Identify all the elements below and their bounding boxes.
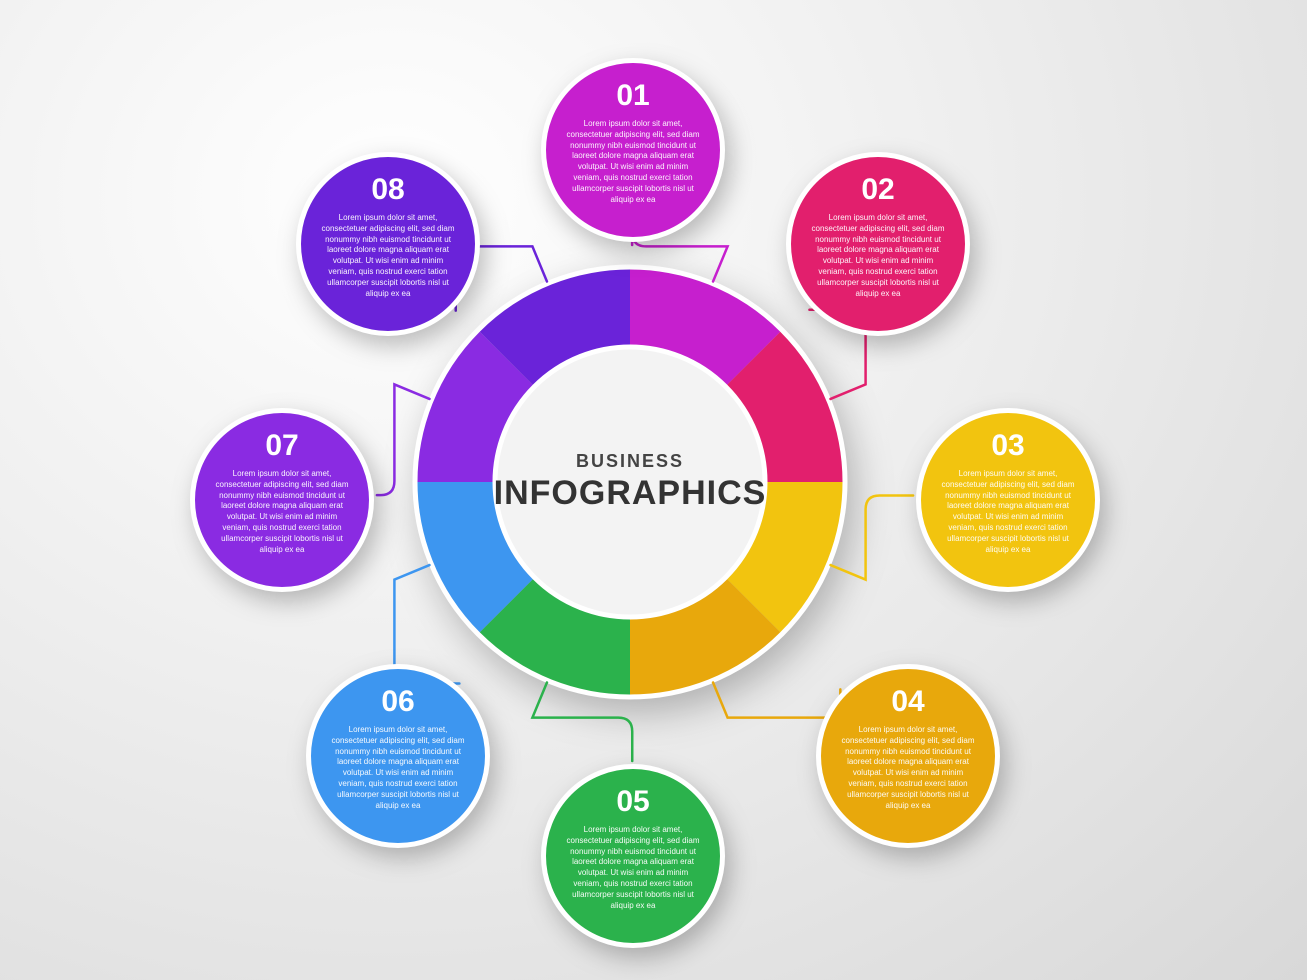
step-number: 06 [381, 687, 414, 717]
step-bubble-02: 02 Lorem ipsum dolor sit amet, consectetu… [786, 152, 970, 336]
step-body-text: Lorem ipsum dolor sit amet, consectetuer… [301, 213, 475, 299]
infographic-stage: { "canvas": { "width": 1307, "height": 9… [0, 0, 1307, 980]
step-body-text: Lorem ipsum dolor sit amet, consectetuer… [546, 119, 720, 205]
step-body-text: Lorem ipsum dolor sit amet, consectetuer… [821, 725, 995, 811]
step-bubble-04: 04 Lorem ipsum dolor sit amet, consectetu… [816, 664, 1000, 848]
center-title: BUSINESS INFOGRAPHICS [494, 451, 767, 513]
step-bubble-06: 06 Lorem ipsum dolor sit amet, consectetu… [306, 664, 490, 848]
step-body-text: Lorem ipsum dolor sit amet, consectetuer… [791, 213, 965, 299]
step-body-text: Lorem ipsum dolor sit amet, consectetuer… [195, 469, 369, 555]
step-bubble-08: 08 Lorem ipsum dolor sit amet, consectetu… [296, 152, 480, 336]
step-number: 05 [616, 787, 649, 817]
step-body-text: Lorem ipsum dolor sit amet, consectetuer… [546, 825, 720, 911]
step-number: 03 [991, 431, 1024, 461]
step-bubble-01: 01 Lorem ipsum dolor sit amet, consectetu… [541, 58, 725, 242]
step-number: 07 [265, 431, 298, 461]
step-body-text: Lorem ipsum dolor sit amet, consectetuer… [921, 469, 1095, 555]
step-bubble-07: 07 Lorem ipsum dolor sit amet, consectetu… [190, 408, 374, 592]
center-title-big: INFOGRAPHICS [494, 474, 767, 513]
step-number: 04 [891, 687, 924, 717]
center-title-small: BUSINESS [494, 451, 767, 472]
step-body-text: Lorem ipsum dolor sit amet, consectetuer… [311, 725, 485, 811]
step-number: 01 [616, 81, 649, 111]
step-bubble-05: 05 Lorem ipsum dolor sit amet, consectetu… [541, 764, 725, 948]
step-number: 08 [371, 175, 404, 205]
step-bubble-03: 03 Lorem ipsum dolor sit amet, consectetu… [916, 408, 1100, 592]
step-number: 02 [861, 175, 894, 205]
